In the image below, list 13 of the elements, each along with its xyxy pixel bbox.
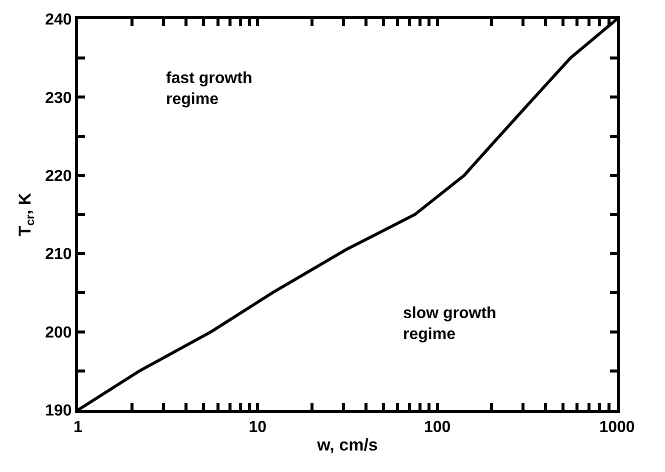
y-tick-label: 240 (45, 12, 72, 29)
annotation: fast growth regime (166, 70, 252, 108)
x-tick-label: 1000 (599, 419, 635, 436)
y-tick-label: 210 (45, 246, 72, 264)
x-tick-label: 1 (74, 419, 83, 436)
x-axis-title: w, cm/s (316, 436, 378, 455)
x-tick-label: 100 (424, 419, 451, 436)
y-tick-label: 200 (45, 324, 72, 342)
x-tick-label: 10 (248, 419, 267, 436)
y-tick-label: 230 (45, 90, 72, 107)
y-tick-label: 220 (45, 168, 72, 185)
annotation: slow growth regime (403, 305, 496, 343)
y-tick-label: 190 (45, 402, 72, 420)
